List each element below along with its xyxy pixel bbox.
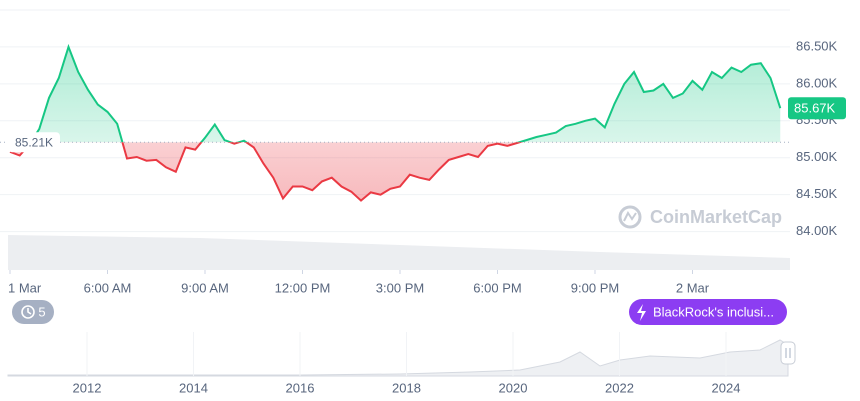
price-tag — [788, 97, 846, 120]
area-up — [30, 46, 781, 143]
price-line-up — [29, 43, 782, 143]
navigator-label: 2020 — [499, 380, 528, 395]
event-label: BlackRock's inclusi... — [653, 304, 774, 319]
events-badge[interactable]: 5 — [12, 300, 54, 324]
y-tick-label: 84.50K — [796, 186, 838, 201]
event-pill[interactable]: BlackRock's inclusi... — [629, 299, 787, 325]
price-tag-label: 85.67K — [794, 101, 836, 116]
watermark: CoinMarketCap — [618, 205, 782, 229]
price-line-down — [9, 142, 523, 202]
x-tick-label: 9:00 PM — [571, 280, 619, 295]
y-tick-label: 85.00K — [796, 149, 838, 164]
y-tick-label: 86.50K — [796, 38, 838, 53]
navigator-label: 2012 — [73, 380, 102, 395]
x-tick-label: 12:00 PM — [275, 280, 331, 295]
baseline-label-box — [8, 132, 60, 153]
navigator-label: 2014 — [179, 380, 208, 395]
navigator-label: 2016 — [286, 380, 315, 395]
navigator-label: 2024 — [712, 380, 741, 395]
y-tick-label: 84.00K — [796, 223, 838, 238]
area-down — [10, 142, 781, 201]
navigator-label: 2022 — [605, 380, 634, 395]
x-tick-label: 9:00 AM — [181, 280, 229, 295]
volume-band — [8, 235, 790, 270]
x-tick-label: 1 Mar — [8, 280, 42, 295]
x-tick-label: 3:00 PM — [376, 280, 424, 295]
events-count: 5 — [38, 304, 45, 319]
navigator[interactable] — [7, 332, 796, 377]
x-tick-label: 6:00 PM — [473, 280, 521, 295]
baseline-label: 85.21K — [15, 135, 53, 149]
x-tick-label: 6:00 AM — [84, 280, 132, 295]
watermark-text: CoinMarketCap — [650, 207, 782, 227]
x-tick-label: 2 Mar — [676, 280, 710, 295]
navigator-label: 2018 — [392, 380, 421, 395]
y-tick-label: 86.00K — [796, 75, 838, 90]
